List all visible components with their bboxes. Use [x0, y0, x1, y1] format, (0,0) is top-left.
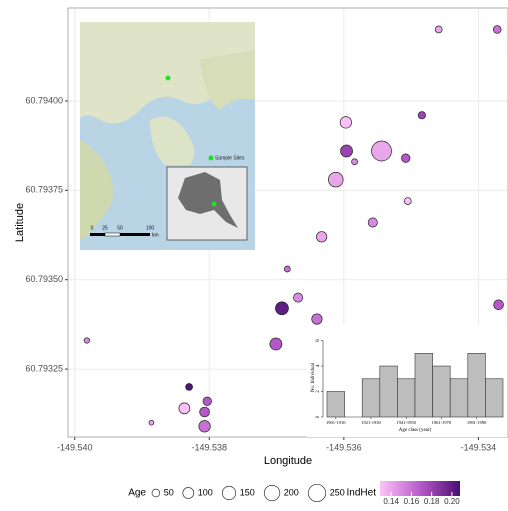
colorbar	[380, 481, 460, 496]
y-tick-label: 60.79325	[25, 363, 63, 373]
colorbar-label: 0.14	[383, 497, 399, 506]
legend-dot	[209, 156, 214, 161]
x-tick-label: 1981-1990	[467, 420, 487, 425]
scale-label: 50	[117, 225, 123, 231]
point	[352, 159, 358, 165]
colorbar-label: 0.20	[444, 497, 460, 506]
x-tick-label: 1941-1950	[396, 420, 416, 425]
bar	[362, 379, 380, 417]
point	[199, 421, 211, 433]
point	[284, 266, 290, 272]
point	[179, 403, 190, 414]
x-tick-label: -149.538	[192, 442, 228, 452]
size-legend-title: Age	[128, 488, 146, 499]
x-tick-label: -149.534	[461, 442, 497, 452]
size-key-label: 200	[284, 487, 299, 497]
point	[435, 26, 442, 33]
point	[401, 154, 410, 163]
size-key	[264, 485, 280, 501]
colorbar-label: 0.16	[404, 497, 420, 506]
site-dot	[212, 202, 217, 207]
bar	[415, 353, 433, 417]
scale-unit: km	[152, 232, 159, 238]
scale-label: 100	[146, 225, 155, 231]
bar	[468, 353, 486, 417]
bar	[450, 379, 468, 417]
point	[293, 293, 302, 302]
size-key-label: 50	[164, 487, 174, 497]
point	[328, 172, 343, 187]
x-tick-label: 1961-1970	[432, 420, 452, 425]
x-tick-label: 1901-1910	[326, 420, 346, 425]
bar	[380, 366, 398, 417]
y-axis-title: No. Individual	[311, 362, 316, 392]
scale-label: 0	[91, 225, 94, 231]
y-tick-label: 60.79350	[25, 274, 63, 284]
x-tick-label: 1921-1930	[361, 420, 381, 425]
point	[494, 300, 504, 310]
scale-bar	[105, 233, 120, 236]
bar	[433, 366, 451, 417]
point	[493, 26, 501, 34]
size-key-label: 100	[198, 487, 213, 497]
x-tick-label: -149.536	[326, 442, 362, 452]
y-tick-label: 60.79375	[25, 185, 63, 195]
scale-label: 25	[102, 225, 108, 231]
bar	[485, 379, 503, 417]
size-key	[183, 488, 194, 499]
map-legend: Sample Sites	[215, 155, 245, 161]
chart: -149.540 -149.538 -149.536 -149.534 60.79325…	[0, 0, 508, 506]
point	[372, 141, 392, 161]
size-key	[152, 489, 160, 497]
point	[312, 314, 322, 324]
point	[316, 232, 326, 242]
point	[341, 145, 353, 157]
point	[203, 397, 212, 406]
point	[200, 407, 210, 417]
x-axis-title: Longitude	[264, 455, 312, 467]
colorbar-label: 0.18	[424, 497, 440, 506]
point	[340, 117, 352, 129]
point	[418, 112, 425, 119]
point	[84, 338, 90, 344]
point	[404, 198, 411, 205]
y-tick-label: 60.79400	[25, 95, 63, 105]
site-dot	[166, 76, 171, 81]
bar	[397, 379, 415, 417]
y-axis-title: Latitude	[14, 203, 26, 242]
size-key-label: 150	[240, 487, 255, 497]
point	[368, 218, 377, 227]
size-key	[308, 484, 325, 501]
point	[149, 420, 154, 425]
size-key-label: 250	[330, 487, 345, 497]
point	[275, 302, 288, 315]
point	[186, 383, 193, 390]
x-tick-label: -149.540	[57, 442, 93, 452]
color-legend-title: IndHet	[347, 488, 377, 499]
x-axis-title: Age class (year)	[399, 428, 432, 433]
bar	[327, 392, 345, 417]
point	[270, 338, 282, 350]
size-key	[222, 486, 235, 499]
